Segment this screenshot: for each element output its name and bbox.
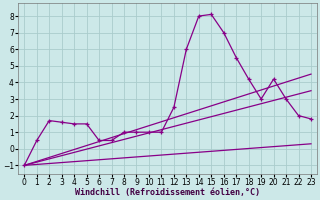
- X-axis label: Windchill (Refroidissement éolien,°C): Windchill (Refroidissement éolien,°C): [75, 188, 260, 197]
